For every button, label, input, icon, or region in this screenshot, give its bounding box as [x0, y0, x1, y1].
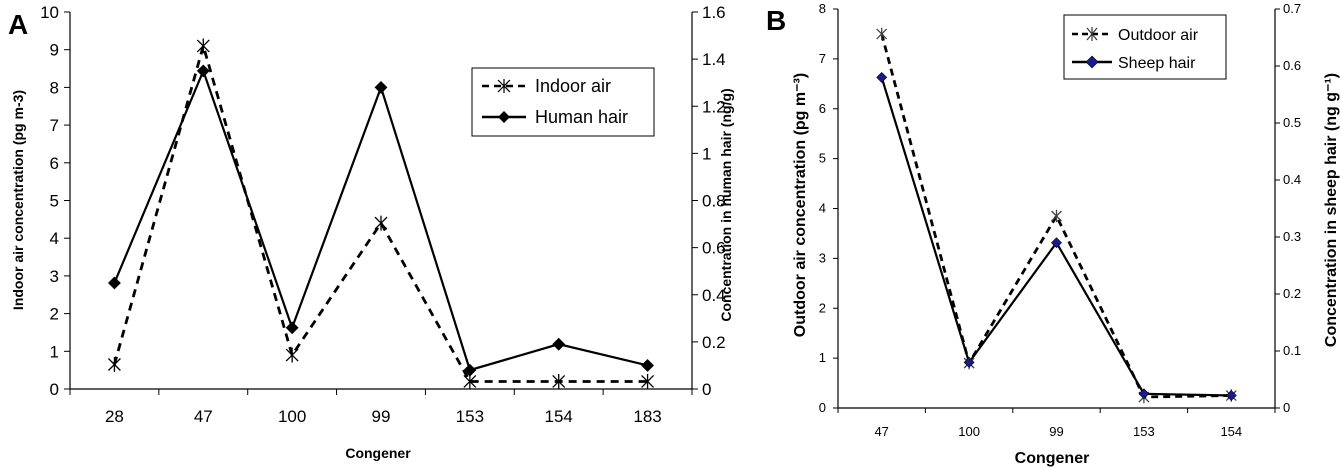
panel-b-y2tick-label: 0.3	[1283, 229, 1301, 244]
panel-a-y2tick-label: 0.6	[702, 239, 726, 258]
legend-sheep-hair-label: Sheep hair	[1118, 55, 1196, 72]
panel-a-human-hair-point	[285, 321, 299, 335]
panel-b-xtick-label: 47	[874, 424, 888, 439]
panel-b-ytick-label: 7	[819, 51, 826, 66]
panel-b-ytick-label: 8	[819, 1, 826, 16]
panel-b-ytick-label: 4	[819, 201, 826, 216]
panel-a-human-hair-point	[374, 80, 388, 94]
panel-a-indoor-air-point	[641, 373, 655, 389]
panel-a-y2tick-label: 1	[702, 144, 711, 163]
legend-indoor-air-marker-icon	[497, 79, 511, 93]
panel-a-human-hair-point	[196, 64, 210, 78]
panel-a-indoor-air-point	[107, 356, 121, 372]
panel-a-human-hair-point	[641, 359, 654, 372]
legend-outdoor-air-label: Outdoor air	[1118, 27, 1199, 44]
panel-a-xtick-label: 100	[278, 407, 306, 426]
panel-b-y2tick-label: 0.1	[1283, 343, 1301, 358]
panel-b-ytick-label: 2	[819, 300, 826, 315]
panel-b-sheep-hair-point	[963, 356, 975, 368]
panel-a-y2tick-label: 1.6	[702, 3, 726, 22]
panel-a-y2label: Concentration in human hair (ng/g)	[718, 88, 734, 321]
legend-human-hair-marker-icon	[498, 111, 510, 123]
panel-b-sheep-hair-point	[1225, 390, 1237, 401]
panel-b-y2tick-label: 0.6	[1283, 58, 1301, 73]
panel-b-ytick-label: 3	[819, 250, 826, 265]
panel-b-xlabel: Congener	[1015, 450, 1090, 467]
panel-a-y2tick-label: 1.2	[702, 97, 726, 116]
panel-a-y2tick-label: 1.4	[702, 50, 726, 69]
panel-b-y2tick-label: 0.7	[1283, 1, 1301, 16]
panel-b-y2tick-label: 0.4	[1283, 172, 1301, 187]
panel-b-y2tick-label: 0	[1283, 400, 1290, 415]
panel-a-xtick-label: 99	[372, 407, 391, 426]
panel-a-ylabel: Indoor air concentration (pg m-3)	[10, 90, 26, 310]
panel-b-y2tick-label: 0.2	[1283, 286, 1301, 301]
panel-b-ytick-label: 0	[819, 400, 826, 415]
panel-b-sheep-hair-point	[1051, 237, 1062, 249]
panel-b-ytick-label: 1	[819, 350, 826, 365]
panel-a-label: A	[8, 9, 28, 40]
panel-b-y2label: Concentration in sheep hair (ng g⁻¹)	[1323, 73, 1340, 347]
panel-a-ytick-label: 7	[50, 116, 59, 135]
panel-a-xtick-label: 28	[105, 407, 124, 426]
panel-b-y2tick-label: 0.5	[1283, 115, 1301, 130]
panel-b-label: B	[766, 5, 786, 36]
panel-a-ytick-label: 0	[50, 380, 59, 399]
panel-a-ytick-label: 9	[50, 41, 59, 60]
panel-a-indoor-air-point	[374, 215, 388, 231]
panel-a-xtick-label: 183	[633, 407, 661, 426]
panel-a-ytick-label: 5	[50, 192, 59, 211]
panel-a-ytick-label: 1	[50, 342, 59, 361]
legend-outdoor-air-marker-icon	[1086, 27, 1098, 41]
panel-a-legend: Indoor air Human hair	[471, 67, 655, 137]
panel-b-xtick-label: 100	[958, 424, 980, 439]
panel-a-xlabel: Congener	[345, 445, 411, 461]
panel-a-xtick-label: 47	[194, 407, 213, 426]
panel-a-y2tick-label: 0	[702, 380, 711, 399]
panel-b-outdoor-air-point	[1051, 209, 1062, 223]
panel-a-indoor-air-point	[285, 347, 299, 363]
panel-a-indoor-air-point	[196, 38, 210, 54]
legend-human-hair-label: Human hair	[535, 107, 628, 127]
panel-b-ytick-label: 5	[819, 151, 826, 166]
panel-a-ytick-label: 4	[50, 229, 59, 248]
panel-b-legend: Outdoor air Sheep hair	[1063, 14, 1227, 80]
panel-b-sheep-hair-point	[1138, 388, 1150, 400]
panel-a-ytick-label: 10	[40, 3, 59, 22]
panel-a-y2tick-label: 0.2	[702, 333, 726, 352]
panel-a-y2tick-label: 0.4	[702, 286, 726, 305]
panel-a-ytick-label: 8	[50, 78, 59, 97]
panel-b-ylabel: Outdoor air concentration (pg m⁻³)	[792, 73, 809, 337]
panel-a-xtick-label: 153	[456, 407, 484, 426]
panel-b-xtick-label: 153	[1133, 424, 1155, 439]
panel-a-indoor-air-point	[552, 373, 566, 389]
panel-a-xtick-label: 154	[545, 407, 573, 426]
panel-b-sheep-hair-point	[876, 71, 888, 83]
panel-a-ytick-label: 3	[50, 267, 59, 286]
legend-indoor-air-label: Indoor air	[535, 76, 611, 96]
panel-b-xtick-label: 99	[1049, 424, 1063, 439]
panel-a-human-hair-point	[552, 337, 566, 351]
panel-a-y2tick-label: 0.8	[702, 192, 726, 211]
panel-b-outdoor-air-point	[876, 27, 888, 41]
panel-b-xtick-label: 154	[1220, 424, 1242, 439]
panel-a-human-hair-point	[463, 363, 477, 377]
legend-sheep-hair-marker-icon	[1085, 55, 1099, 69]
panel-a-human-hair-point	[108, 276, 121, 290]
panel-b-ytick-label: 6	[819, 101, 826, 116]
panel-a-ytick-label: 6	[50, 154, 59, 173]
panel-a-ytick-label: 2	[50, 305, 59, 324]
